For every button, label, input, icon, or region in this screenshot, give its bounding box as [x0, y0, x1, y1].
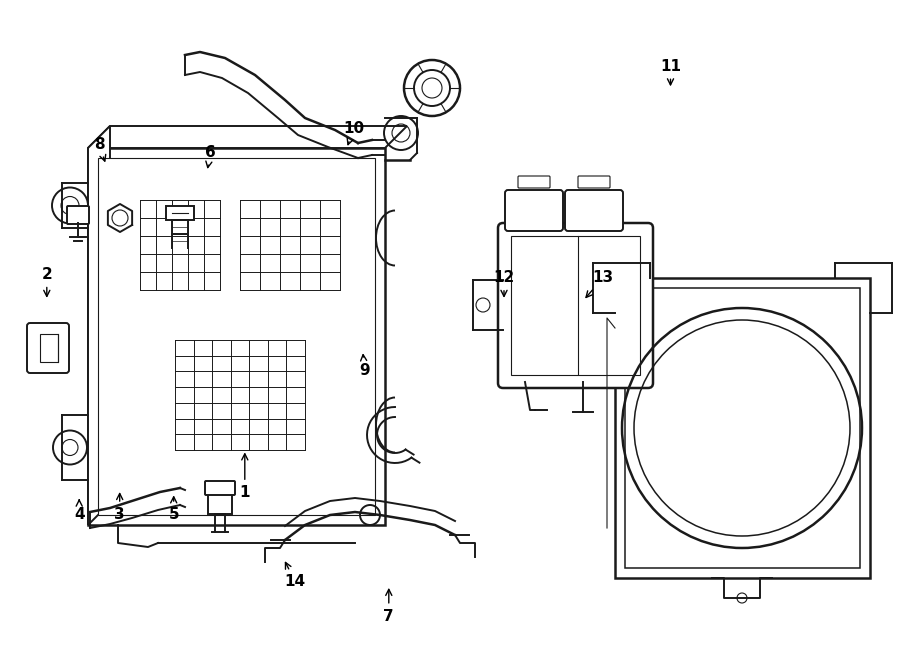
FancyBboxPatch shape — [615, 278, 870, 578]
FancyBboxPatch shape — [625, 288, 860, 568]
FancyBboxPatch shape — [27, 323, 69, 373]
FancyBboxPatch shape — [498, 223, 653, 388]
Text: 10: 10 — [343, 122, 364, 145]
Text: 12: 12 — [493, 270, 515, 296]
Text: 14: 14 — [284, 563, 306, 589]
Text: 11: 11 — [660, 59, 681, 85]
Text: 3: 3 — [114, 494, 125, 522]
Text: 6: 6 — [205, 145, 216, 168]
Text: 13: 13 — [586, 270, 614, 297]
Polygon shape — [88, 126, 407, 148]
FancyBboxPatch shape — [505, 190, 563, 231]
FancyBboxPatch shape — [166, 206, 194, 220]
FancyBboxPatch shape — [565, 190, 623, 231]
FancyBboxPatch shape — [208, 492, 232, 514]
Text: 4: 4 — [74, 500, 85, 522]
FancyBboxPatch shape — [67, 206, 89, 224]
Text: 2: 2 — [41, 267, 52, 296]
Text: 9: 9 — [359, 355, 370, 377]
Text: 5: 5 — [168, 497, 179, 522]
Polygon shape — [88, 126, 110, 525]
FancyBboxPatch shape — [511, 236, 640, 375]
Text: 8: 8 — [94, 137, 105, 161]
Text: 1: 1 — [239, 454, 250, 500]
FancyBboxPatch shape — [88, 148, 385, 525]
Text: 7: 7 — [383, 590, 394, 623]
FancyBboxPatch shape — [518, 176, 550, 188]
FancyBboxPatch shape — [578, 176, 610, 188]
FancyBboxPatch shape — [98, 158, 375, 515]
FancyBboxPatch shape — [205, 481, 235, 495]
FancyBboxPatch shape — [40, 334, 58, 362]
